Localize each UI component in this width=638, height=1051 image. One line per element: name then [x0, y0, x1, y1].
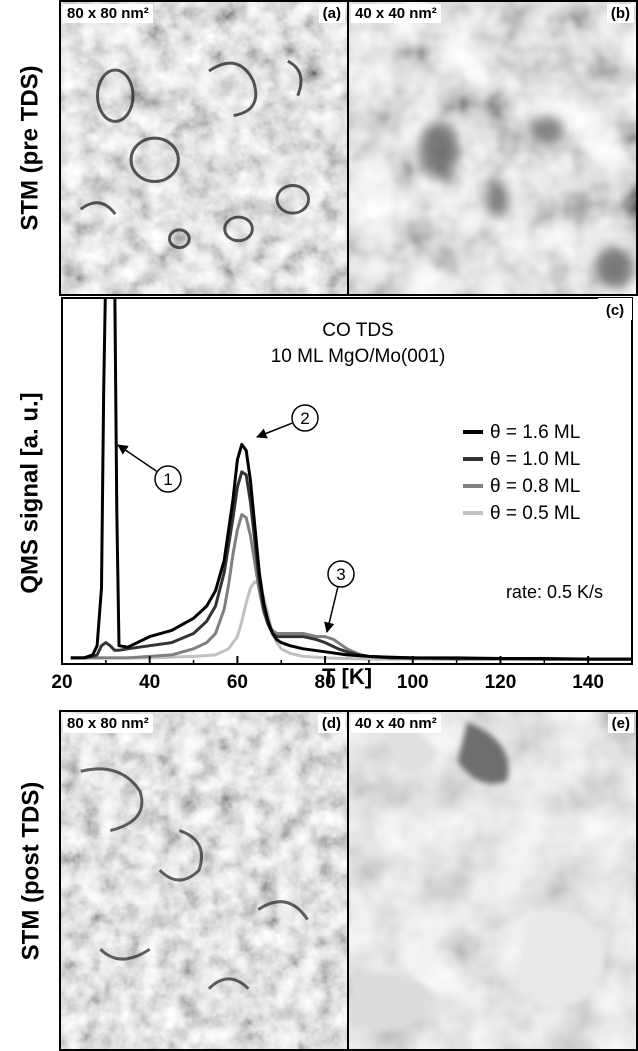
annotation-circle-1 — [154, 465, 182, 493]
stm-panel-e: 40 x 40 nm² (e) — [347, 710, 638, 1051]
rate-label: rate: 0.5 K/s — [506, 582, 603, 602]
x-tick-label-40: 40 — [139, 672, 160, 690]
scale-label-e: 40 x 40 nm² — [351, 714, 441, 733]
scale-label-a: 80 x 80 nm² — [63, 4, 153, 23]
legend-label-3: θ = 0.8 ML — [490, 476, 580, 497]
stm-panel-a: 80 x 80 nm² (a) — [59, 0, 349, 296]
annotation-label-1: 1 — [163, 470, 172, 489]
legend-label-2: θ = 1.0 ML — [490, 449, 580, 470]
x-tick-label-100: 100 — [397, 672, 429, 690]
legend-label-1: θ = 1.6 ML — [490, 422, 580, 443]
series-line-1 — [70, 298, 632, 661]
series-layer — [70, 298, 632, 661]
chart-background — [59, 296, 638, 690]
annotation-arrow-2 — [256, 422, 293, 439]
legend: θ = 1.6 ML θ = 1.0 ML θ = 0.8 ML θ = 0.5 ML — [463, 422, 580, 524]
stm-panel-d: 80 x 80 nm² (d) — [59, 710, 349, 1051]
ticks-layer: 20 40 60 80 100 120 140 — [51, 656, 604, 690]
x-tick-label-120: 120 — [485, 672, 517, 690]
stm-image-d — [61, 712, 347, 1049]
annotation-label-3: 3 — [336, 565, 345, 584]
annotation-arrow-3 — [324, 587, 339, 634]
panel-tag-c: (c) — [606, 302, 624, 319]
panel-tag-a: (a) — [318, 4, 345, 23]
annotation-label-2: 2 — [300, 409, 309, 428]
x-tick-label-140: 140 — [572, 672, 604, 690]
x-tick-label-80: 80 — [315, 672, 336, 690]
row-label-pre: STM (pre TDS) — [17, 65, 45, 231]
x-tick-label-60: 60 — [227, 672, 248, 690]
annotation-circle-2 — [291, 404, 319, 432]
plot-frame — [61, 297, 633, 665]
scale-label-d: 80 x 80 nm² — [63, 714, 153, 733]
x-tick-label-20: 20 — [51, 672, 72, 690]
annotation-circle-3 — [327, 560, 355, 588]
chart-title: CO TDS — [322, 320, 393, 341]
stm-image-e — [349, 712, 636, 1049]
annotation-arrow-1 — [117, 444, 157, 472]
legend-label-4: θ = 0.5 ML — [490, 503, 580, 524]
panel-tag-d: (d) — [317, 714, 345, 733]
panel-tag-b: (b) — [606, 4, 634, 23]
row-label-post: STM (post TDS) — [17, 781, 45, 960]
stm-image-b — [349, 2, 636, 294]
chart-subtitle: 10 ML MgO/Mo(001) — [271, 346, 446, 367]
tds-chart: 20 40 60 80 100 120 140 CO TDS 10 ML MgO/Mo(00… — [51, 296, 638, 690]
stm-image-a — [61, 2, 347, 294]
x-axis-label: T [K] — [322, 664, 372, 689]
scale-label-b: 40 x 40 nm² — [351, 4, 441, 23]
panel-tag-c-bg — [598, 298, 632, 320]
annotations: 1 2 3 — [117, 404, 355, 634]
panel-tag-e: (e) — [607, 714, 634, 733]
stm-panel-b: 40 x 40 nm² (b) — [347, 0, 638, 296]
